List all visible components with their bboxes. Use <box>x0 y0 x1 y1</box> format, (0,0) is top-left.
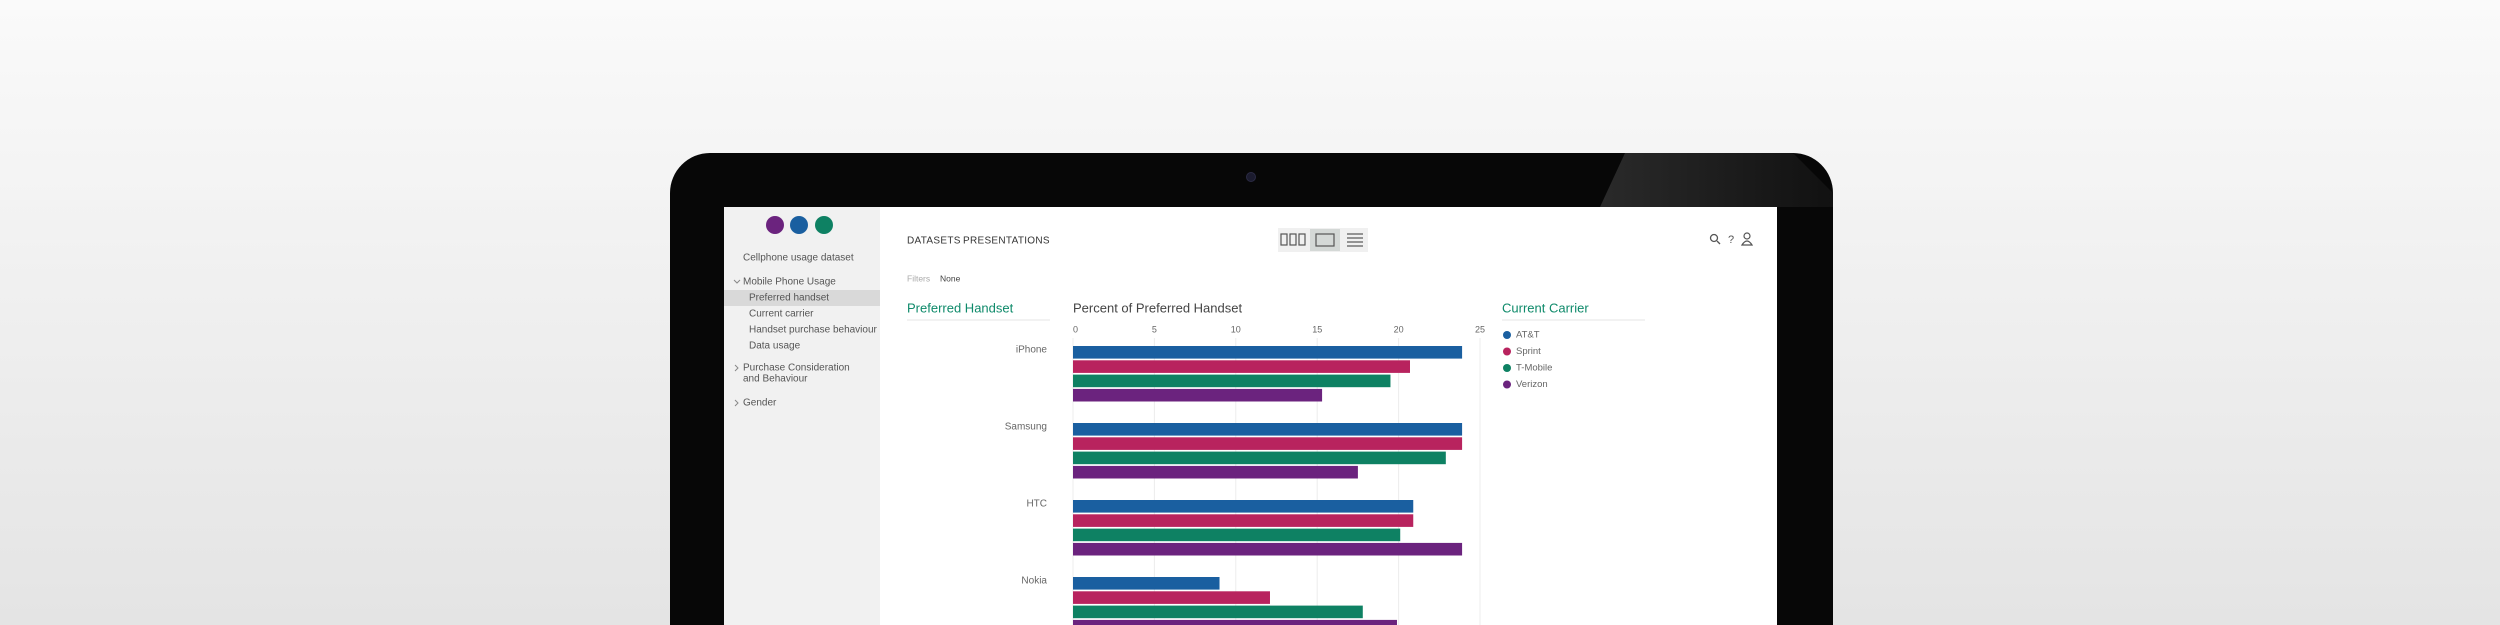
bar <box>1073 465 1358 479</box>
menu-item[interactable]: Preferred handset <box>749 293 829 304</box>
category-axis-title: Preferred Handset <box>907 300 1014 315</box>
x-tick-label: 10 <box>1231 324 1241 334</box>
section-label[interactable]: and Behaviour <box>743 374 808 385</box>
chevron[interactable] <box>733 279 741 284</box>
x-tick-label: 25 <box>1475 324 1485 334</box>
view-columns[interactable] <box>1280 233 1306 246</box>
user-icon[interactable] <box>1740 232 1754 246</box>
nav-link[interactable]: PRESENTATIONS <box>963 236 1050 247</box>
bar <box>1073 451 1446 465</box>
legend-label[interactable]: Verizon <box>1516 379 1548 390</box>
y-tick-label: iPhone <box>1016 345 1048 356</box>
bar <box>1073 619 1397 625</box>
legend-label[interactable]: Sprint <box>1516 346 1541 357</box>
bar <box>1073 374 1391 388</box>
section-label[interactable]: Purchase Consideration <box>743 363 850 374</box>
x-tick-label: 0 <box>1073 324 1078 334</box>
section-label[interactable]: Mobile Phone Usage <box>743 277 836 288</box>
legend-title: Current Carrier <box>1502 300 1589 315</box>
x-tick-label: 15 <box>1312 324 1322 334</box>
chart: Preferred Handset Percent of Preferred Ha… <box>907 300 1645 625</box>
view-switcher <box>1278 228 1368 252</box>
legend-swatch[interactable] <box>1503 331 1511 339</box>
y-tick-label: Samsung <box>1005 422 1047 433</box>
menu-item[interactable]: Handset purchase behaviour <box>749 325 878 336</box>
search-icon[interactable] <box>1709 233 1721 245</box>
bar <box>1073 591 1270 604</box>
filters-label: Filters <box>907 273 930 283</box>
chart-title: Percent of Preferred Handset <box>1073 300 1242 315</box>
bar <box>1073 360 1410 373</box>
help-icon[interactable]: ? <box>1728 234 1734 246</box>
logo-dot <box>815 216 833 234</box>
chevron[interactable] <box>734 364 739 372</box>
menu-item[interactable]: Data usage <box>749 341 801 352</box>
app-screen <box>724 207 1777 625</box>
view-single-icon <box>1315 233 1335 247</box>
section-label[interactable]: Gender <box>743 398 777 409</box>
view-list[interactable] <box>1347 233 1363 247</box>
sidebar <box>724 207 880 625</box>
bar <box>1073 514 1414 527</box>
bar <box>1073 542 1463 556</box>
y-tick-label: HTC <box>1026 499 1047 510</box>
sidebar-menu: Cellphone usage dataset Mobile Phone Usag… <box>724 253 880 409</box>
menu-item[interactable]: Current carrier <box>749 309 814 320</box>
bar <box>1073 346 1463 359</box>
bar <box>1073 528 1401 542</box>
legend-label[interactable]: AT&T <box>1516 330 1540 341</box>
bar <box>1073 577 1220 590</box>
selected-row <box>724 290 880 306</box>
logo-dot <box>766 216 784 234</box>
view-single-selected[interactable] <box>1310 229 1340 251</box>
chevron[interactable] <box>734 399 739 407</box>
dataset-name[interactable]: Cellphone usage dataset <box>743 253 854 264</box>
nav-link[interactable]: DATASETS <box>907 236 961 247</box>
bar <box>1073 500 1414 513</box>
bar <box>1073 605 1363 619</box>
bezel-glare <box>1600 153 1833 207</box>
legend-label[interactable]: T-Mobile <box>1516 363 1552 374</box>
bar <box>1073 423 1463 436</box>
legend-swatch[interactable] <box>1503 380 1511 389</box>
y-tick-label: Nokia <box>1021 576 1047 587</box>
x-tick-label: 5 <box>1152 324 1157 334</box>
bar <box>1073 437 1463 450</box>
bar <box>1073 388 1323 402</box>
filters-value[interactable]: None <box>940 273 961 283</box>
camera <box>1246 172 1256 182</box>
legend-swatch[interactable] <box>1503 347 1511 356</box>
legend-swatch[interactable] <box>1503 364 1511 372</box>
x-tick-label: 20 <box>1394 324 1404 334</box>
logo-dot <box>790 216 808 234</box>
